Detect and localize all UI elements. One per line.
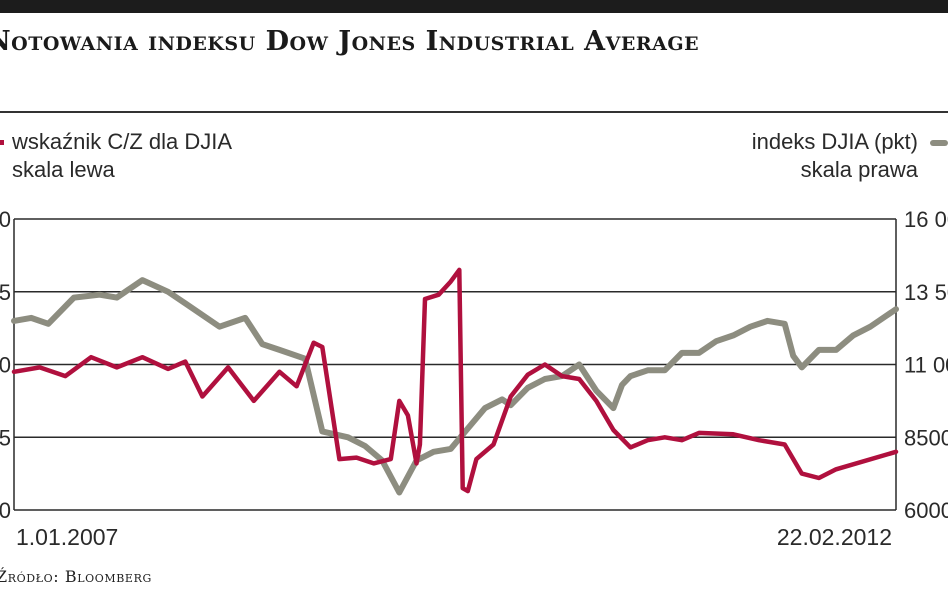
title-divider bbox=[0, 111, 948, 113]
right-tick-label-1: 13 500 bbox=[904, 280, 948, 305]
left-tick-label-0: 30 bbox=[0, 207, 11, 232]
chart-title: Notowania indeksu Dow Jones Industrial A… bbox=[0, 26, 700, 57]
source-note: Źródło: Bloomberg bbox=[0, 567, 152, 586]
legend-right-series: indeks DJIA (pkt) bbox=[751, 129, 918, 154]
djia-line bbox=[11, 277, 899, 496]
legend-left-scale: skala lewa bbox=[12, 157, 115, 182]
legend-swatch-djia bbox=[930, 140, 948, 146]
left-tick-label-3: 15 bbox=[0, 425, 11, 450]
legend-left-series: wskaźnik C/Z dla DJIA bbox=[12, 129, 233, 154]
legend-right: indeks DJIA (pkt) skala prawa bbox=[752, 128, 918, 184]
legend-swatch-pe bbox=[0, 140, 4, 145]
pe-ratio-line bbox=[11, 267, 899, 494]
right-tick-label-2: 11 000 bbox=[904, 353, 948, 378]
left-tick-label-2: 20 bbox=[0, 353, 11, 378]
x-start-label: 1.01.2007 bbox=[16, 524, 118, 550]
legend-left: wskaźnik C/Z dla DJIA skala lewa bbox=[12, 128, 232, 184]
left-tick-label-4: 10 bbox=[0, 498, 11, 523]
top-bar bbox=[0, 0, 948, 13]
right-tick-label-4: 6000 bbox=[904, 498, 948, 523]
legend-right-scale: skala prawa bbox=[800, 157, 918, 182]
left-tick-label-1: 25 bbox=[0, 280, 11, 305]
right-tick-label-0: 16 000 bbox=[904, 207, 948, 232]
right-tick-label-3: 8500 bbox=[904, 425, 948, 450]
x-end-label: 22.02.2012 bbox=[777, 524, 892, 550]
